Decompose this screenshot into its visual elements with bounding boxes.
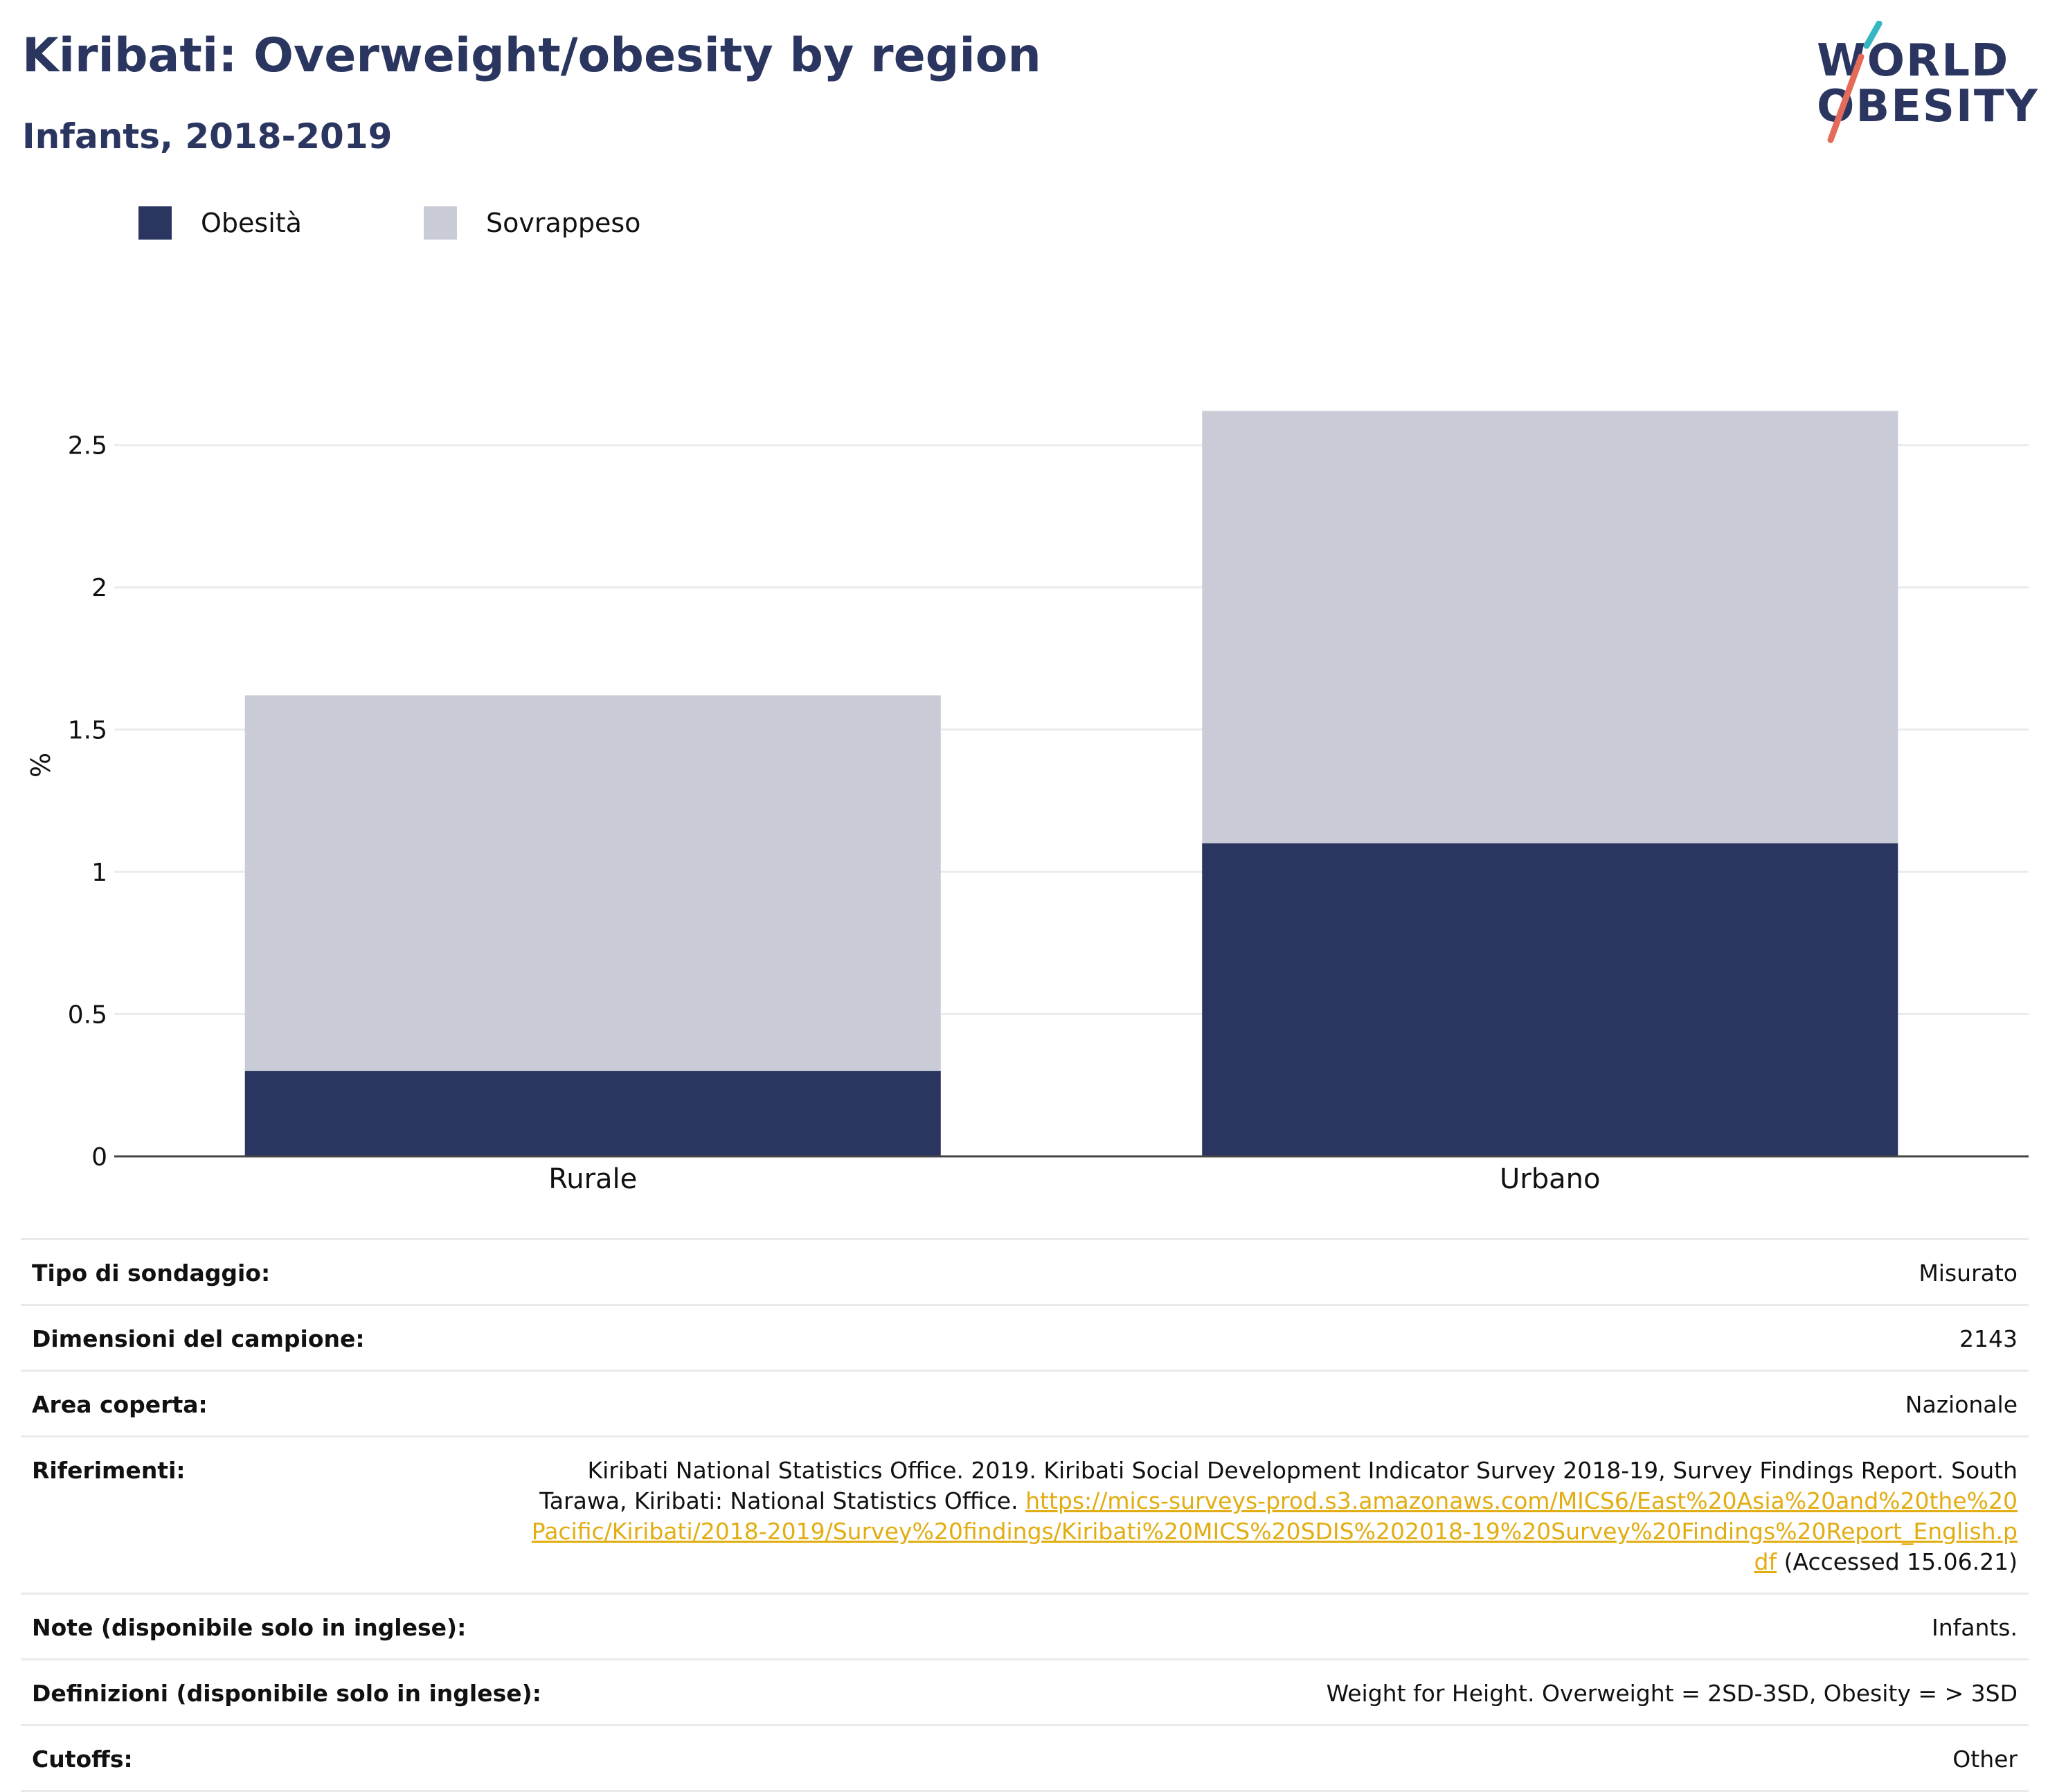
meta-value: Misurato	[1919, 1260, 2018, 1287]
bar-urbano-obesit	[1202, 843, 1898, 1156]
meta-row-notes: Note (disponibile solo in inglese): Infa…	[21, 1593, 2029, 1658]
y-tick-label: 1	[91, 859, 107, 887]
logo-line-1: WORLD	[1817, 35, 2010, 87]
bar-rurale-sovrappeso	[244, 695, 941, 1071]
chart-title: Kiribati: Overweight/obesity by region	[22, 28, 1041, 83]
meta-value: Kiribati National Statistics Office. 201…	[529, 1455, 2018, 1577]
meta-key: Tipo di sondaggio:	[32, 1260, 271, 1287]
meta-value: Weight for Height. Overweight = 2SD-3SD,…	[1326, 1680, 2018, 1707]
y-tick-label: 2.5	[68, 432, 107, 460]
survey-info-table: Tipo di sondaggio: Misurato Dimensioni d…	[21, 1238, 2029, 1792]
legend-label-sovrappeso: Sovrappeso	[486, 208, 641, 238]
meta-key: Dimensioni del campione:	[32, 1325, 365, 1352]
bar-chart: 0 0.5 1 1.5 2 2.5% Rurale Urbano	[26, 411, 2029, 1195]
reference-accessed: (Accessed 15.06.21)	[1784, 1548, 2018, 1575]
reference-link[interactable]: https://mics-surveys-prod.s3.amazonaws.c…	[531, 1487, 2018, 1575]
x-tick-label: Urbano	[1500, 1163, 1600, 1195]
meta-value: Other	[1952, 1746, 2018, 1773]
y-tick-label: 0.5	[68, 1001, 107, 1030]
bar-urbano-sovrappeso	[1202, 411, 1898, 843]
meta-value: Infants.	[1931, 1614, 2018, 1641]
chart-subtitle: Infants, 2018-2019	[22, 116, 393, 156]
y-tick-label: 1.5	[68, 717, 107, 745]
meta-key: Definizioni (disponibile solo in inglese…	[32, 1680, 541, 1707]
meta-key: Riferimenti:	[32, 1457, 186, 1484]
y-tick-label: 0	[91, 1143, 107, 1172]
logo-slash-icon	[1827, 21, 1883, 143]
meta-value: Nazionale	[1905, 1391, 2018, 1418]
legend-swatch-obesita	[138, 206, 172, 240]
meta-row-definitions: Definizioni (disponibile solo in inglese…	[21, 1658, 2029, 1724]
meta-row-survey-type: Tipo di sondaggio: Misurato	[21, 1238, 2029, 1304]
meta-row-sample-size: Dimensioni del campione: 2143	[21, 1304, 2029, 1370]
meta-key: Cutoffs:	[32, 1746, 133, 1773]
y-tick-label: 2	[91, 574, 107, 602]
world-obesity-logo: WORLD OBESITY	[1807, 21, 2039, 145]
legend-label-obesita: Obesità	[201, 208, 302, 238]
meta-row-cutoffs: Cutoffs: Other	[21, 1724, 2029, 1792]
meta-row-area-covered: Area coperta: Nazionale	[21, 1370, 2029, 1435]
legend-swatch-sovrappeso	[424, 206, 457, 240]
meta-key: Area coperta:	[32, 1391, 208, 1418]
reference-text: Kiribati National Statistics Office. 201…	[539, 1457, 2018, 1514]
meta-key: Note (disponibile solo in inglese):	[32, 1614, 467, 1641]
y-axis-label: %	[26, 753, 56, 778]
x-tick-label: Rurale	[548, 1163, 637, 1195]
meta-row-references: Riferimenti: Kiribati National Statistic…	[21, 1435, 2029, 1593]
logo-line-2: OBESITY	[1817, 81, 2039, 132]
meta-value: 2143	[1959, 1325, 2018, 1352]
bar-rurale-obesit	[244, 1070, 941, 1156]
